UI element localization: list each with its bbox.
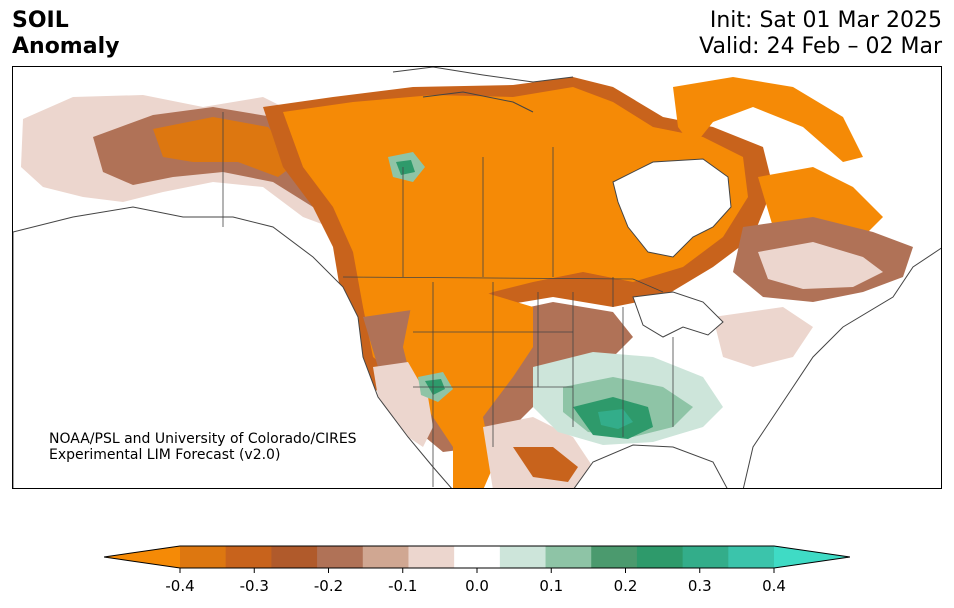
anomaly-region-northeast bbox=[713, 307, 813, 367]
colorbar-segment bbox=[271, 546, 318, 568]
colorbar-segment bbox=[636, 546, 684, 568]
colorbar-tick-label: 0.0 bbox=[465, 577, 489, 595]
anomaly-region-alaska-core bbox=[153, 117, 298, 177]
colorbar-tick-label: 0.2 bbox=[613, 577, 638, 595]
colorbar: -0.4 -0.3 -0.2 -0.1 0.0 0.1 0.2 0.3 0.4 bbox=[104, 545, 850, 605]
colorbar-segment bbox=[362, 546, 409, 568]
init-date: Init: Sat 01 Mar 2025 bbox=[709, 8, 942, 33]
colorbar-segment bbox=[728, 546, 775, 568]
colorbar-segment bbox=[225, 546, 272, 568]
colorbar-tick-label: -0.4 bbox=[165, 577, 195, 595]
colorbar-tick-label: -0.3 bbox=[239, 577, 269, 595]
valid-date: Valid: 24 Feb – 02 Mar bbox=[699, 34, 942, 59]
credit-line-1: NOAA/PSL and University of Colorado/CIRE… bbox=[49, 431, 357, 447]
colorbar-tick-label: -0.1 bbox=[388, 577, 418, 595]
colorbar-segment bbox=[180, 546, 227, 568]
colorbar-arrow-max bbox=[774, 546, 850, 568]
colorbar-segment bbox=[408, 546, 455, 568]
arctic-islands bbox=[392, 67, 574, 113]
credit-text: NOAA/PSL and University of Colorado/CIRE… bbox=[49, 431, 357, 463]
anomaly-region-yukon-wet-core bbox=[396, 160, 415, 175]
map-panel bbox=[12, 66, 942, 489]
colorbar-graphic bbox=[104, 545, 850, 573]
colorbar-arrow-min bbox=[104, 546, 180, 568]
great-lakes bbox=[632, 291, 724, 338]
anomaly-region-southwest bbox=[373, 362, 433, 447]
date-info: Init: Sat 01 Mar 2025 Valid: 24 Feb – 02… bbox=[699, 8, 942, 60]
colorbar-segment bbox=[317, 546, 364, 568]
pacific-ocean bbox=[13, 206, 452, 488]
colorbar-tick-label: -0.2 bbox=[313, 577, 344, 595]
colorbar-segment bbox=[591, 546, 638, 568]
colorbar-segment bbox=[499, 546, 547, 568]
anomaly-region-east-canada-light bbox=[758, 242, 883, 289]
title-line-1: SOIL bbox=[12, 8, 69, 33]
anomaly-region-texas-core bbox=[513, 447, 578, 482]
credit-line-2: Experimental LIM Forecast (v2.0) bbox=[49, 447, 281, 463]
colorbar-tick-label: 0.3 bbox=[687, 577, 712, 595]
anomaly-region-labrador bbox=[758, 167, 883, 237]
anomaly-region-greenland bbox=[673, 77, 863, 162]
atlantic-ocean bbox=[742, 247, 941, 488]
map-title: SOIL Anomaly bbox=[12, 8, 119, 60]
colorbar-segment bbox=[682, 546, 729, 568]
colorbar-tick-label: 0.4 bbox=[762, 577, 786, 595]
colorbar-segment bbox=[454, 546, 501, 568]
colorbar-tick-label: 0.1 bbox=[539, 577, 564, 595]
gulf-of-mexico bbox=[573, 444, 728, 488]
political-borders bbox=[222, 112, 674, 487]
anomaly-region-southeast-peak bbox=[598, 409, 633, 429]
colorbar-segment bbox=[545, 546, 592, 568]
anomaly-map bbox=[13, 67, 941, 488]
anomaly-region-us-rockies bbox=[403, 292, 533, 488]
hudson-bay bbox=[612, 158, 732, 258]
title-line-2: Anomaly bbox=[12, 34, 120, 59]
